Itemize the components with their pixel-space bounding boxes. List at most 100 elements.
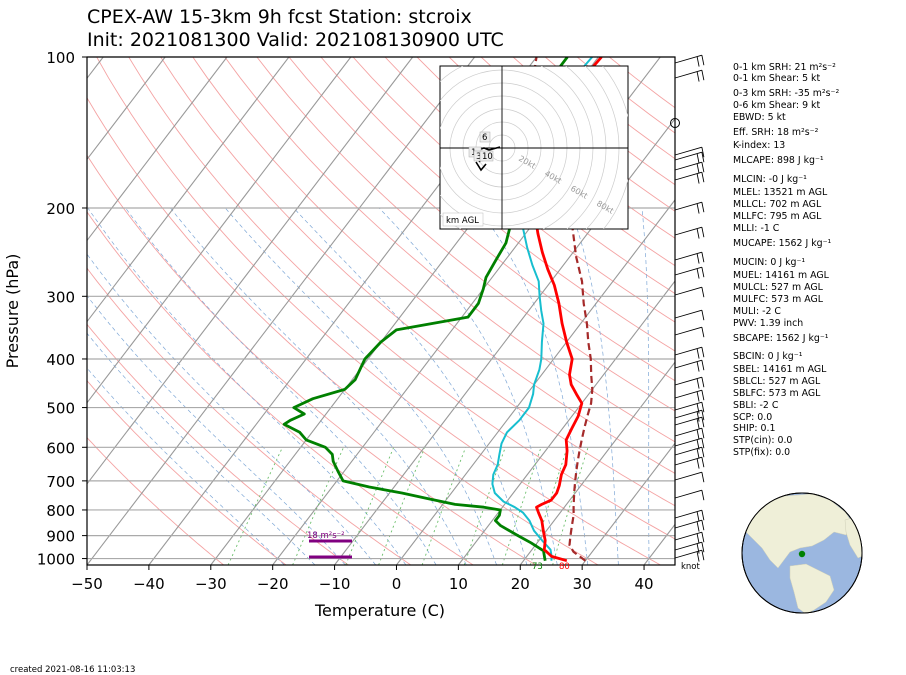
dry-adiabat — [320, 57, 675, 352]
wind-barb-flag — [701, 402, 705, 413]
x-tick-label: 20 — [511, 575, 530, 593]
wind-barb-flag — [701, 550, 705, 561]
index-line: SHIP: 0.1 — [733, 423, 776, 434]
wind-barb-staff — [674, 161, 703, 171]
index-line: MUCIN: 0 J kg⁻¹ — [733, 257, 805, 268]
dry-adiabat — [87, 436, 224, 565]
wind-barb-flag — [696, 268, 700, 279]
wind-barb-flag — [696, 71, 700, 82]
wind-barb-flag — [701, 287, 705, 298]
index-line: SBLFC: 573 m AGL — [733, 388, 821, 399]
moist-adiabat — [225, 207, 497, 565]
y-tick-label: 400 — [46, 351, 75, 369]
isotherm — [87, 57, 290, 323]
wind-barb-staff — [674, 359, 703, 369]
wind-barb-flag — [696, 533, 700, 544]
mixing-ratio-line — [345, 447, 395, 565]
moist-adiabat — [293, 207, 528, 565]
x-tick-label: 30 — [573, 575, 592, 593]
wind-barb-staff — [674, 171, 703, 181]
y-tick-label: 800 — [46, 502, 75, 520]
wind-barb-flag — [696, 378, 700, 389]
wind-barb-flag — [701, 162, 705, 173]
wind-barb-flag — [696, 511, 700, 522]
index-line: SBCAPE: 1562 J kg⁻¹ — [733, 333, 829, 344]
mixing-ratio-line — [378, 447, 426, 565]
wind-barb-flag — [696, 153, 700, 164]
isotherm — [87, 57, 414, 485]
station-marker — [798, 550, 806, 558]
index-line: SBLCL: 527 m AGL — [733, 376, 821, 387]
calm-wind-circle — [670, 118, 680, 128]
chart-title-line1: CPEX-AW 15-3km 9h fcst Station: stcroix — [87, 6, 472, 28]
x-tick-label: 40 — [635, 575, 654, 593]
wind-barb-staff — [674, 326, 703, 336]
mixing-ratio-line — [501, 447, 542, 565]
wind-barb-staff — [674, 541, 703, 551]
x-tick-label: −50 — [71, 575, 103, 593]
index-line: STP(cin): 0.0 — [733, 435, 792, 446]
hodograph-inset: 20kt 40kt 60kt 80kt 6 1 3 10 km AGL — [439, 65, 629, 230]
wind-barb-flag — [701, 417, 705, 428]
wind-barbs — [674, 54, 705, 562]
index-line: K-index: 13 — [733, 140, 785, 151]
wind-barb-flag — [701, 377, 705, 388]
y-tick-label: 300 — [46, 288, 75, 306]
index-line: MULCL: 527 m AGL — [733, 282, 824, 293]
x-tick-label: −40 — [133, 575, 165, 593]
wind-barb-flag — [701, 390, 705, 401]
index-line: 0-3 km SRH: -35 m²s⁻² — [733, 88, 840, 99]
index-line: SBLI: -2 C — [733, 400, 779, 411]
wind-barb-flag — [701, 70, 705, 81]
mixing-ratio-line — [463, 447, 506, 565]
wind-barb-flag — [701, 447, 705, 458]
wind-barb-staff — [674, 427, 703, 437]
moist-adiabat — [87, 295, 346, 565]
y-tick-label: 200 — [46, 200, 75, 218]
y-tick-label: 900 — [46, 528, 75, 546]
index-line: MLCIN: -0 J kg⁻¹ — [733, 174, 807, 185]
wind-barb-flag — [696, 228, 700, 239]
wind-barb-staff — [674, 69, 703, 79]
index-line: MLCAPE: 898 J kg⁻¹ — [733, 155, 824, 166]
dry-adiabat — [87, 267, 412, 565]
wind-barb-flag — [696, 411, 700, 422]
wind-barb-staff — [674, 519, 703, 529]
dry-adiabat — [192, 57, 675, 474]
y-tick-label: 1000 — [37, 551, 75, 569]
wind-barb-staff — [674, 456, 703, 466]
wind-barb-staff — [674, 151, 703, 161]
wind-barb-flag — [701, 532, 705, 543]
wind-barb-flag — [701, 202, 705, 213]
hodo-height-10: 10 — [482, 152, 493, 162]
wind-barb-flag — [701, 267, 705, 278]
dry-adiabat — [224, 57, 675, 443]
index-line: 0-1 km Shear: 5 kt — [733, 73, 820, 84]
wind-barb-flag — [696, 391, 700, 402]
wind-barb-flag — [696, 173, 700, 184]
wind-barb-flag — [696, 253, 700, 264]
wind-barb-flag — [701, 227, 705, 238]
dry-adiabat — [416, 57, 675, 267]
wind-barb-staff — [674, 489, 703, 499]
wind-barb-flag — [696, 543, 700, 554]
moist-adiabat — [569, 207, 619, 565]
mixing-ratio-line — [552, 447, 589, 565]
wind-barb-staff — [674, 146, 703, 156]
x-tick-label: 10 — [449, 575, 468, 593]
y-tick-label: 100 — [46, 49, 75, 67]
moist-adiabat — [125, 207, 437, 565]
index-line: 0-6 km Shear: 9 kt — [733, 100, 820, 111]
dry-adiabat — [160, 57, 675, 507]
wind-barb-flag — [701, 347, 705, 358]
wind-barb-flag — [696, 361, 700, 372]
index-line: MLEL: 13521 m AGL — [733, 187, 828, 198]
mixing-ratio-line — [529, 447, 568, 565]
dry-adiabat — [384, 57, 675, 295]
wind-barb-flag — [696, 418, 700, 429]
wind-barb-flag — [701, 147, 705, 158]
knot-label: knot — [681, 562, 701, 572]
index-line: MUEL: 14161 m AGL — [733, 270, 830, 281]
wind-barb-staff — [674, 226, 703, 236]
